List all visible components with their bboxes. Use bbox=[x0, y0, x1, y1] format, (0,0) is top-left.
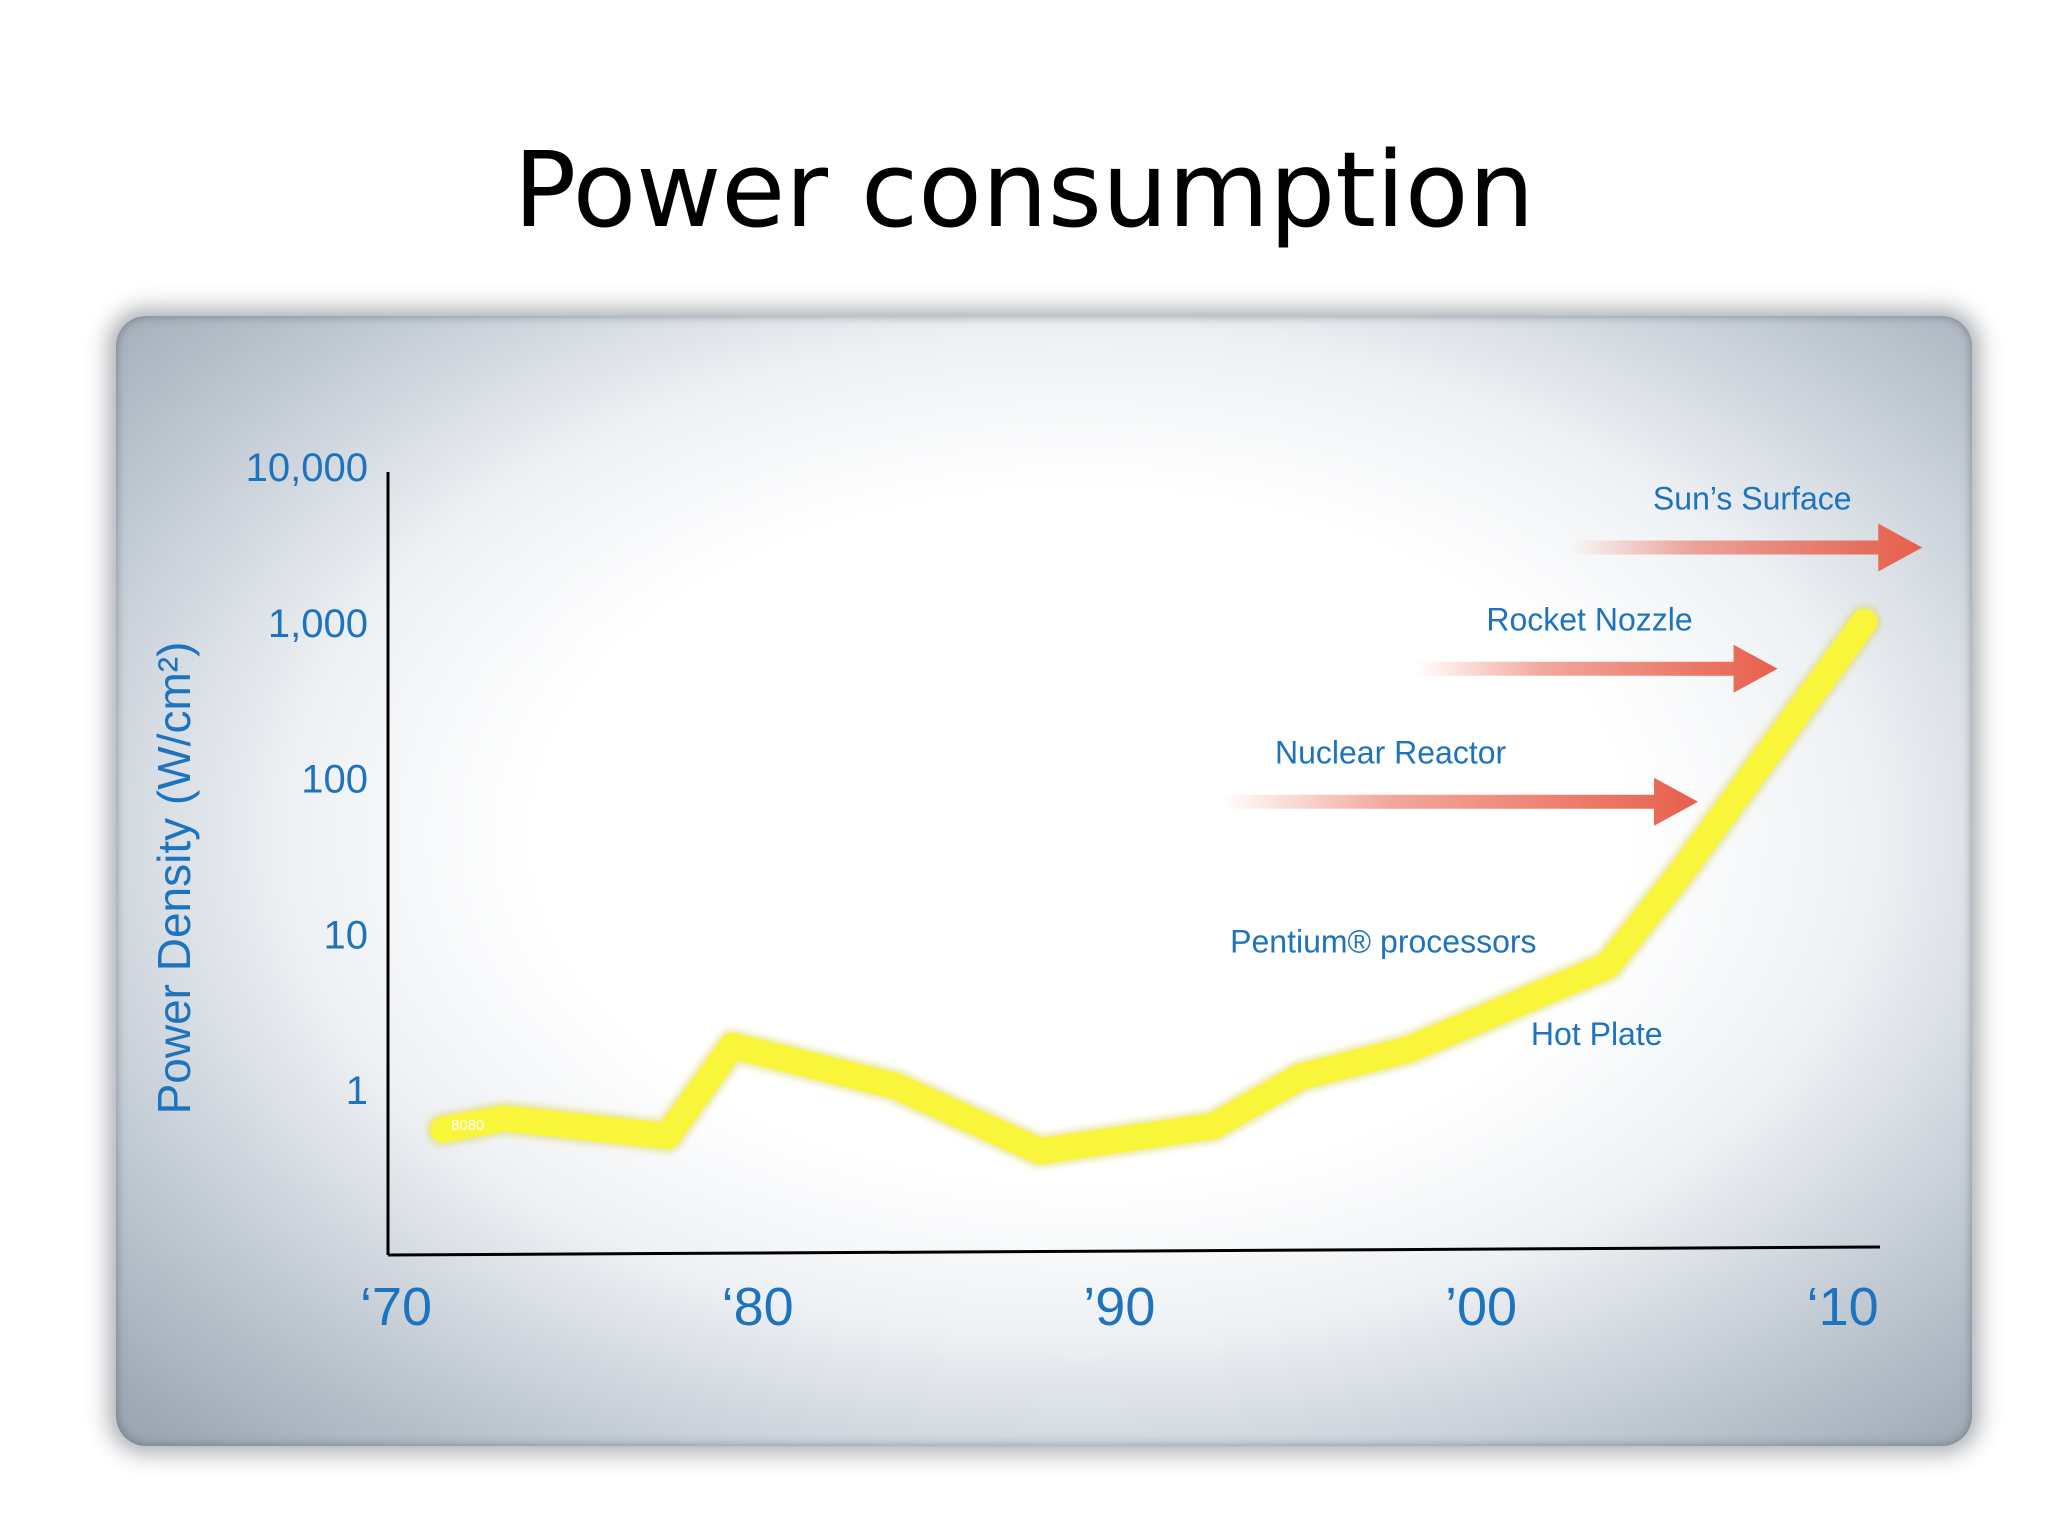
series-point bbox=[1298, 1074, 1303, 1079]
series-point bbox=[893, 1083, 898, 1088]
annotation-label: Pentium® processors bbox=[1230, 924, 1536, 960]
series-point bbox=[1605, 963, 1610, 968]
y-axis-title: Power Density (W/cm²) bbox=[148, 642, 200, 1115]
y-tick-label: 1 bbox=[346, 1069, 368, 1113]
series-line bbox=[430, 608, 1878, 1165]
series-point bbox=[730, 1043, 735, 1048]
y-tick-label: 10 bbox=[324, 913, 369, 957]
series-point bbox=[1037, 1149, 1042, 1154]
x-tick-label: ‘10 bbox=[1807, 1277, 1879, 1337]
annotation-label: Hot Plate bbox=[1531, 1016, 1663, 1052]
y-tick-label: 1,000 bbox=[268, 602, 368, 646]
series-point bbox=[441, 1127, 446, 1132]
x-tick-label: ‘70 bbox=[360, 1277, 432, 1337]
annotation-label: Sun’s Surface bbox=[1653, 480, 1852, 516]
annotation-arrow bbox=[1415, 644, 1778, 693]
x-tick-label: ’90 bbox=[1083, 1277, 1155, 1337]
series-point bbox=[1406, 1047, 1411, 1052]
series-point bbox=[502, 1116, 507, 1121]
series-point bbox=[1862, 619, 1867, 624]
y-tick-label: 10,000 bbox=[246, 446, 368, 490]
point-label: 8080 bbox=[451, 1117, 484, 1134]
y-tick-label: 100 bbox=[301, 758, 368, 802]
series-point bbox=[665, 1134, 670, 1139]
annotation-arrow bbox=[1220, 777, 1698, 826]
series-point bbox=[1677, 872, 1682, 877]
x-axis-line bbox=[387, 1245, 1881, 1257]
series-point bbox=[1211, 1124, 1216, 1129]
series-line-glow bbox=[426, 604, 1882, 1169]
annotation-label: Nuclear Reactor bbox=[1275, 735, 1507, 771]
x-tick-label: ’00 bbox=[1445, 1277, 1517, 1337]
slide-title: Power consumption bbox=[513, 129, 1535, 251]
annotation-arrow bbox=[1571, 523, 1923, 572]
x-tick-label: ‘80 bbox=[722, 1277, 794, 1337]
annotation-label: Rocket Nozzle bbox=[1486, 602, 1692, 638]
